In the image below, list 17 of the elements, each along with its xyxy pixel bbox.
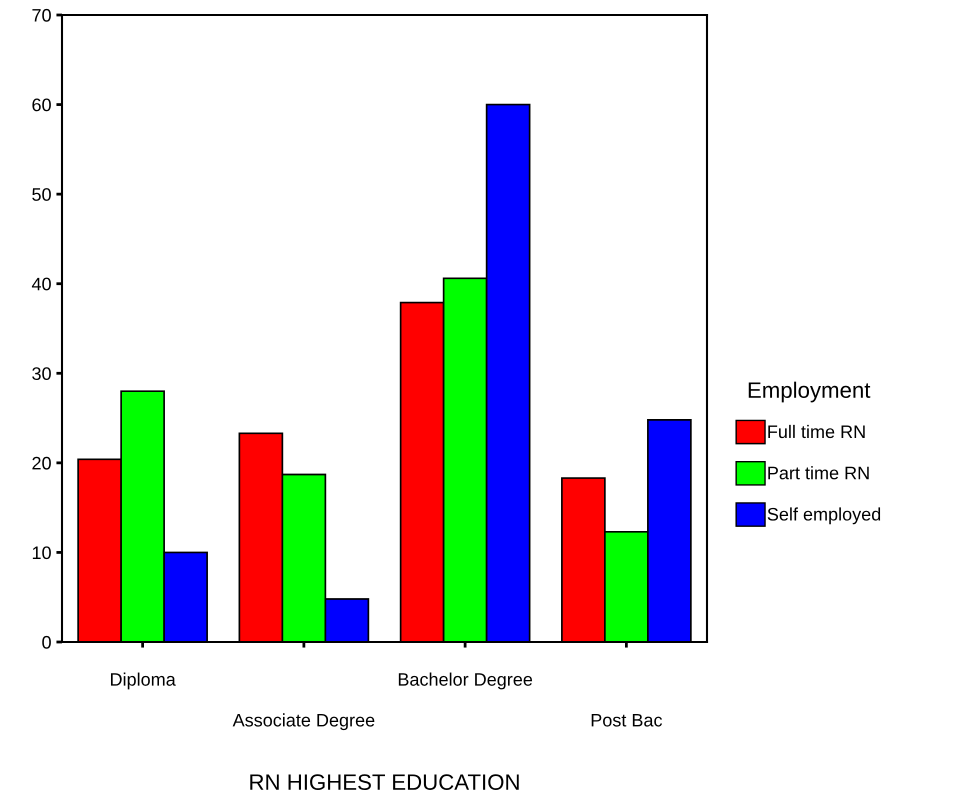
x-tick-label: Bachelor Degree <box>398 672 532 690</box>
x-tick-label: Post Bac <box>592 714 662 727</box>
legend-title: Employment <box>748 382 870 402</box>
y-tick-label: 60 <box>32 98 51 112</box>
y-tick-label: 10 <box>32 546 51 560</box>
x-tick-label: Associate Degree <box>232 713 374 730</box>
x-axis-title: RN HIGHEST EDUCATION <box>250 774 519 790</box>
legend-label: Part time RN <box>768 466 869 480</box>
y-tick-label: 40 <box>32 278 51 290</box>
y-tick-label: 20 <box>32 456 51 470</box>
y-tick-label: 50 <box>32 188 51 201</box>
x-tick-label: Diploma <box>110 672 176 690</box>
legend-label: Self employed <box>768 507 880 524</box>
legend-label: Full time RN <box>768 424 865 438</box>
y-tick-label: 70 <box>32 8 51 22</box>
y-tick-label: 30 <box>32 367 51 380</box>
y-tick-label: 0 <box>42 636 51 649</box>
